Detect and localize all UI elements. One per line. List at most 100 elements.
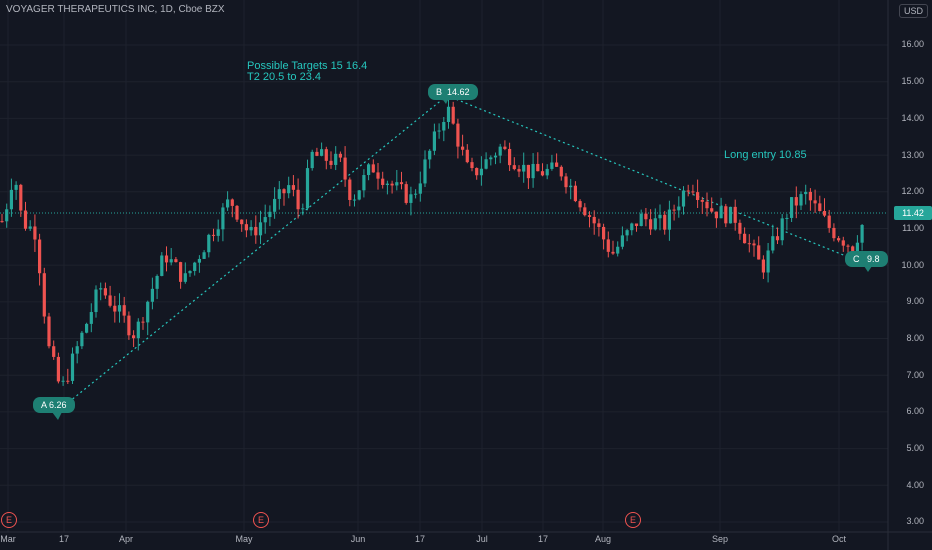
y-tick: 9.00	[906, 296, 924, 306]
candle-body	[724, 206, 728, 224]
earnings-marker[interactable]: E	[253, 512, 269, 528]
candle-body	[371, 164, 375, 173]
candle-body	[23, 210, 28, 229]
candle-body	[517, 169, 521, 172]
candle-body	[625, 230, 629, 236]
candle-body	[696, 192, 700, 201]
candle-body	[113, 305, 117, 312]
candle-body	[282, 189, 286, 194]
candle-body	[132, 335, 136, 339]
candle-body	[357, 190, 361, 200]
candle-body	[691, 191, 695, 193]
candle-body	[155, 275, 159, 289]
candle-body	[738, 222, 742, 234]
candle-body	[399, 182, 404, 185]
candle-body	[700, 200, 704, 202]
candle-body	[484, 159, 488, 169]
currency-button[interactable]: USD	[898, 4, 928, 18]
candle-body	[470, 162, 474, 169]
x-tick: Mar	[0, 534, 16, 544]
candle-body	[841, 240, 845, 246]
candle-body	[188, 270, 192, 274]
candle-body	[733, 206, 737, 223]
candle-body	[559, 166, 563, 177]
candle-body	[531, 163, 535, 179]
y-tick: 5.00	[906, 443, 924, 453]
y-tick: 6.00	[906, 406, 924, 416]
point-b-label: B 14.62	[428, 84, 478, 100]
candle-body	[301, 208, 305, 210]
candle-body	[99, 288, 103, 290]
candle-body	[197, 258, 201, 263]
candle-body	[714, 211, 718, 219]
candle-body	[630, 223, 634, 231]
earnings-marker[interactable]: E	[625, 512, 641, 528]
y-tick: 15.00	[901, 76, 924, 86]
candle-body	[150, 288, 154, 302]
candle-body	[348, 179, 352, 200]
candle-body	[644, 213, 648, 220]
candle-body	[174, 259, 178, 263]
candle-body	[794, 197, 798, 206]
candle-body	[334, 153, 338, 165]
candle-body	[160, 255, 164, 276]
candle-body	[423, 159, 427, 184]
candle-body	[28, 226, 32, 229]
candle-body	[193, 262, 197, 271]
candle-body	[663, 214, 667, 230]
candle-body	[19, 184, 23, 211]
candle-body	[437, 130, 441, 132]
y-tick: 7.00	[906, 370, 924, 380]
candle-body	[837, 238, 841, 241]
point-a-label: A 6.26	[33, 397, 75, 413]
x-tick: Oct	[831, 534, 847, 544]
candle-body	[446, 106, 451, 122]
candle-body	[813, 200, 817, 204]
y-tick: 4.00	[906, 480, 924, 490]
y-tick: 8.00	[906, 333, 924, 343]
candle-body	[14, 184, 18, 190]
candle-body	[376, 172, 380, 179]
candle-body	[536, 163, 540, 172]
candle-body	[493, 155, 498, 158]
earnings-marker[interactable]: E	[1, 512, 17, 528]
candle-body	[117, 305, 122, 312]
candle-body	[771, 236, 775, 251]
x-tick: Jul	[476, 534, 488, 544]
candle-body	[103, 288, 107, 296]
x-tick: Aug	[594, 534, 612, 544]
candle-body	[846, 245, 850, 247]
y-tick: 3.00	[906, 516, 924, 526]
candle-body	[743, 233, 747, 244]
candle-body	[273, 198, 277, 212]
candle-body	[52, 346, 56, 357]
y-tick: 13.00	[901, 150, 924, 160]
candle-body	[338, 153, 342, 158]
candle-body	[681, 190, 686, 207]
candle-body	[653, 218, 657, 230]
candle-body	[602, 226, 606, 240]
candle-body	[503, 146, 507, 149]
candle-body	[207, 234, 211, 253]
candle-body	[268, 211, 272, 218]
y-tick: 12.00	[901, 186, 924, 196]
candle-body	[75, 346, 79, 354]
candle-body	[94, 289, 98, 313]
candle-body	[47, 316, 51, 347]
candle-body	[38, 239, 42, 274]
candle-body	[658, 214, 662, 219]
candle-body	[164, 255, 169, 263]
candle-body	[583, 207, 587, 216]
candle-body	[634, 223, 639, 227]
symbol-title[interactable]: VOYAGER THERAPEUTICS INC, 1D, Cboe BZX	[6, 4, 225, 15]
candle-body	[540, 171, 545, 176]
candle-body	[85, 323, 89, 333]
candle-body	[56, 356, 60, 382]
last-price-tag: 11.42	[894, 206, 932, 220]
candle-body	[597, 223, 601, 227]
candle-body	[249, 226, 253, 231]
candle-body	[367, 164, 371, 176]
candle-body	[832, 227, 836, 239]
